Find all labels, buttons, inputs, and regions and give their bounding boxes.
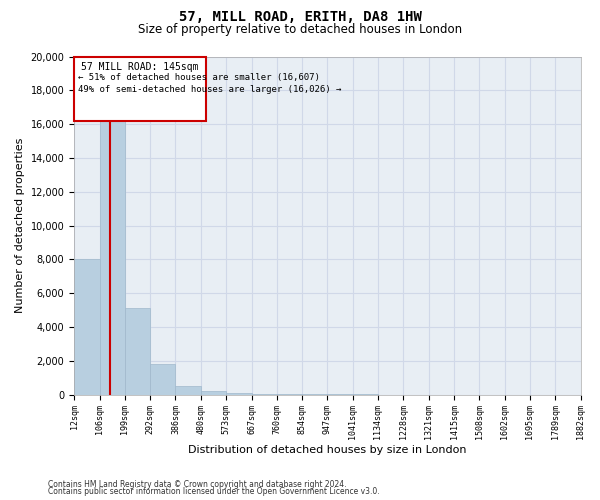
Text: Contains HM Land Registry data © Crown copyright and database right 2024.: Contains HM Land Registry data © Crown c… xyxy=(48,480,347,489)
Y-axis label: Number of detached properties: Number of detached properties xyxy=(15,138,25,314)
Text: 57 MILL ROAD: 145sqm: 57 MILL ROAD: 145sqm xyxy=(82,62,199,72)
Bar xyxy=(100,114,125,394)
Text: 49% of semi-detached houses are larger (16,026) →: 49% of semi-detached houses are larger (… xyxy=(78,85,341,94)
Bar xyxy=(74,260,100,394)
Text: ← 51% of detached houses are smaller (16,607): ← 51% of detached houses are smaller (16… xyxy=(78,74,320,82)
Bar xyxy=(150,364,175,394)
Bar xyxy=(226,392,251,394)
X-axis label: Distribution of detached houses by size in London: Distribution of detached houses by size … xyxy=(188,445,467,455)
Bar xyxy=(175,386,201,394)
Text: Size of property relative to detached houses in London: Size of property relative to detached ho… xyxy=(138,22,462,36)
Text: Contains public sector information licensed under the Open Government Licence v3: Contains public sector information licen… xyxy=(48,487,380,496)
Text: 57, MILL ROAD, ERITH, DA8 1HW: 57, MILL ROAD, ERITH, DA8 1HW xyxy=(179,10,421,24)
Bar xyxy=(125,308,150,394)
Bar xyxy=(201,391,226,394)
Bar xyxy=(74,56,206,121)
